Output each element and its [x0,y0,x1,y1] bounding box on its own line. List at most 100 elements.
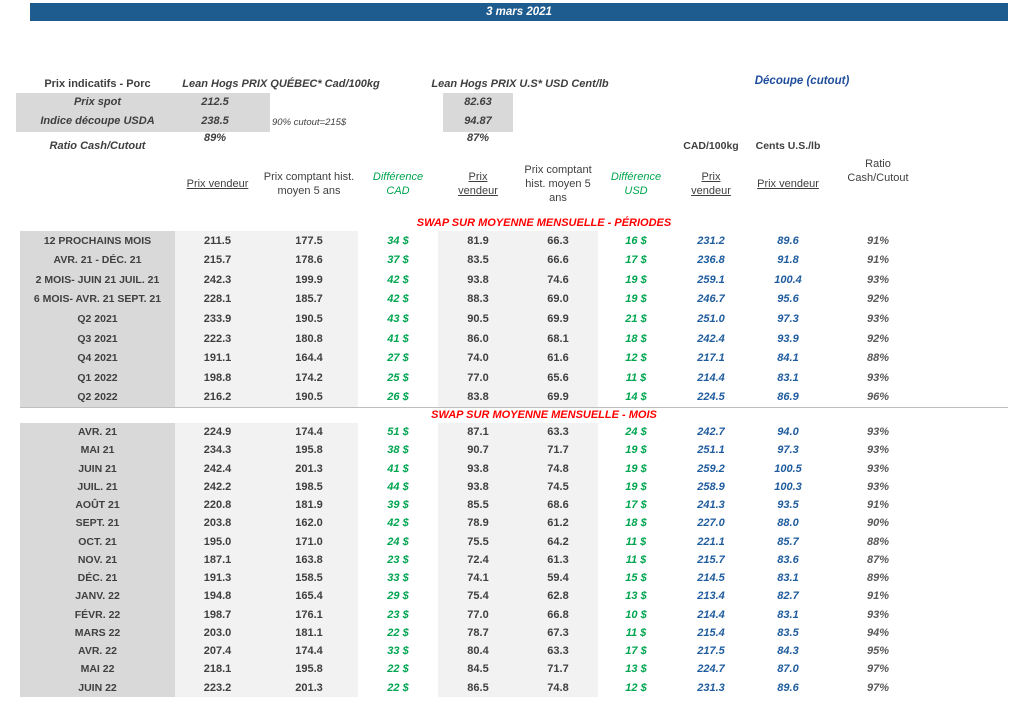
cad-prix-comptant: 201.3 [260,678,358,697]
usd-prix-vendeur: 90.5 [438,309,518,329]
cad-prix-vendeur: 218.1 [175,660,260,679]
ratio-cash-cutout: 93% [866,371,890,384]
cad-prix-vendeur: 203.0 [175,623,260,642]
ratio-cash-cutout: 91% [866,590,890,603]
column-header-ratio-cash-cutout: Ratio Cash/Cutout [847,158,909,185]
date-banner: 3 mars 2021 [30,3,1008,21]
difference-usd: 24 $ [598,422,674,442]
cad-prix-vendeur: 216.2 [175,387,260,407]
spot-price-cad: 212.5 [201,96,229,108]
table-row: Q3 2021 222.3 180.8 41 $86.0 68.1 18 $ 242.4 93… [20,328,1008,349]
row-label: AVR. 22 [20,641,175,661]
ratio-cash-cutout: 97% [866,681,890,694]
cad-prix-comptant: 174.4 [260,422,358,442]
usd-spot-box [443,93,513,132]
report-date: 3 mars 2021 [486,6,552,18]
row-label: JUIL. 21 [20,477,175,496]
row-label: AVR. 21 - DÉC. 21 [20,250,175,271]
difference-usd: 21 $ [598,309,674,329]
cad-prix-comptant: 162.0 [260,514,358,533]
cad-prix-comptant: 190.5 [260,387,358,407]
table-row: JANV. 22 194.8 165.4 29 $75.4 62.8 13 $ 213.4 8… [20,587,1008,606]
ratio-cash-cutout: 87% [866,553,890,566]
cutout-cad-value: 241.3 [697,499,725,512]
cutout-cad-value: 242.7 [697,426,725,439]
row-label: DÉC. 21 [20,568,175,588]
usd-prix-vendeur: 74.0 [438,348,518,368]
cad-prix-vendeur: 222.3 [175,328,260,349]
cutout-section-title: Découpe (cutout) [754,75,850,87]
difference-usd: 15 $ [598,568,674,588]
difference-cad: 22 $ [358,660,438,679]
cutout-us-value: 88.0 [777,517,799,530]
ratio-cash-cutout: 92% [866,332,890,345]
difference-cad: 42 $ [358,270,438,290]
table-row: 12 PROCHAINS MOIS 211.5 177.5 34 $81.9 66.3 1… [20,231,1008,251]
difference-usd: 13 $ [598,587,674,606]
difference-cad: 22 $ [358,623,438,642]
cad-prix-comptant: 199.9 [260,270,358,290]
difference-cad: 37 $ [358,250,438,271]
ratio-cash-cutout: 96% [866,391,890,404]
cad-prix-comptant: 158.5 [260,568,358,588]
column-header-usd-prix-vendeur: Prix vendeur [458,170,498,197]
usd-prix-vendeur: 83.5 [438,250,518,271]
ratio-cash-cutout: 89% [866,572,890,585]
column-header-usd-prix-comptant: Prix comptant hist. moyen 5 ans [524,163,592,205]
difference-usd: 14 $ [598,387,674,407]
usd-prix-vendeur: 85.5 [438,495,518,515]
cad-prix-comptant: 201.3 [260,459,358,478]
table-row: AVR. 22 207.4 174.4 33 $80.4 63.3 17 $ 217.5 84… [20,641,1008,661]
cad-prix-vendeur: 224.9 [175,422,260,442]
row-label: Q1 2022 [20,367,175,388]
table-row: 2 MOIS- JUIN 21 JUIL. 21 242.3 199.9 42 $93… [20,270,1008,290]
usda-cutout-index-label: Indice découpe USDA [40,115,155,127]
cad-prix-comptant: 181.9 [260,495,358,515]
row-label: MAI 22 [20,660,175,679]
cad-prix-vendeur: 203.8 [175,514,260,533]
cutout-cad-value: 242.4 [697,332,725,345]
row-label: 6 MOIS- AVR. 21 SEPT. 21 [20,289,175,310]
difference-usd: 11 $ [598,623,674,642]
difference-cad: 23 $ [358,550,438,569]
table-row: DÉC. 21 191.3 158.5 33 $74.1 59.4 15 $ 214.5 83… [20,568,1008,588]
usd-prix-vendeur: 75.4 [438,587,518,606]
cutout-unit-cad: CAD/100kg [683,140,739,152]
cad-prix-comptant: 198.5 [260,477,358,496]
cad-prix-vendeur: 233.9 [175,309,260,329]
difference-cad: 33 $ [358,568,438,588]
usd-prix-vendeur: 75.5 [438,532,518,551]
row-label: Q2 2022 [20,387,175,407]
usd-prix-comptant: 59.4 [518,568,598,588]
cad-prix-vendeur: 191.3 [175,568,260,588]
difference-cad: 29 $ [358,587,438,606]
ratio-cash-cutout: 90% [866,517,890,530]
spot-price-label: Prix spot [73,96,122,108]
ratio-cash-cutout: 91% [866,254,890,267]
cad-prix-comptant: 171.0 [260,532,358,551]
usd-prix-vendeur: 86.0 [438,328,518,349]
row-label: SEPT. 21 [20,514,175,533]
cutout-cad-value: 214.4 [697,608,725,621]
cutout-cad-value: 251.0 [697,312,725,325]
ratio-cash-cutout: 91% [866,234,890,247]
cutout-us-value: 89.6 [777,681,799,694]
table-row: JUIN 22 223.2 201.3 22 $86.5 74.8 12 $ 231.3 89… [20,678,1008,697]
cad-prix-comptant: 178.6 [260,250,358,271]
cad-prix-comptant: 176.1 [260,605,358,624]
table-row: Q2 2022 216.2 190.5 26 $83.8 69.9 14 $ 224.5 86… [20,387,1008,407]
row-label: NOV. 21 [20,550,175,569]
ratio-cash-cutout: 93% [866,312,890,325]
table-row: AVR. 21 224.9 174.4 51 $87.1 63.3 24 $ 242.7 94… [20,422,1008,442]
usd-prix-comptant: 66.8 [518,605,598,624]
difference-usd: 10 $ [598,605,674,624]
table-row: FÉVR. 22 198.7 176.1 23 $77.0 66.8 10 $ 214.4 8… [20,605,1008,624]
cad-prix-comptant: 180.8 [260,328,358,349]
ratio-cash-cutout-cad: 89% [203,132,227,144]
usd-prix-comptant: 67.3 [518,623,598,642]
cutout-cad-value: 217.5 [697,645,725,658]
ratio-cash-cutout: 93% [866,444,890,457]
column-header-difference-cad: Différence CAD [372,170,424,197]
difference-usd: 19 $ [598,477,674,496]
